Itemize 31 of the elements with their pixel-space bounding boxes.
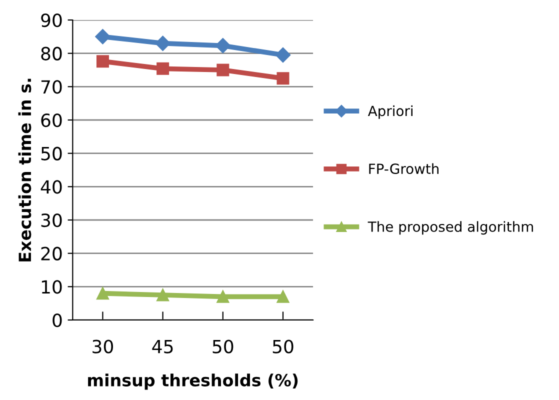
x-tick-label: 50 [272, 340, 294, 354]
point [156, 288, 170, 302]
x-axis-title: minsup thresholds (%) [88, 374, 298, 390]
x-tick-label: 30 [92, 340, 114, 354]
y-tick-label: 80 [41, 46, 62, 60]
y-tick-label: 60 [41, 113, 62, 128]
y-tick-label: 90 [41, 13, 62, 28]
point [275, 47, 291, 63]
y-tick-label: 50 [41, 146, 62, 160]
point [216, 64, 230, 76]
legend-label: FP-Growth [369, 163, 438, 174]
y-tick-label: 40 [40, 180, 62, 194]
x-tick-label: 45 [152, 340, 173, 354]
y-axis-title: Execution time in s. [18, 78, 32, 262]
point [95, 29, 110, 44]
legend-label: The proposed algorithm [368, 221, 533, 235]
point [156, 62, 170, 75]
x-tick-label: 50 [212, 340, 234, 354]
y-tick-label: 20 [41, 246, 62, 260]
point [215, 38, 230, 54]
point [155, 36, 170, 51]
y-tick-label: 10 [42, 280, 62, 294]
point [96, 287, 109, 300]
point [216, 290, 230, 303]
point [96, 55, 109, 68]
legend-label: Apriori [368, 105, 412, 119]
y-tick-label: 70 [41, 80, 62, 94]
point [276, 290, 290, 303]
point [276, 72, 290, 85]
y-tick-label: 30 [41, 213, 62, 228]
y-tick-label: 0 [52, 313, 62, 328]
